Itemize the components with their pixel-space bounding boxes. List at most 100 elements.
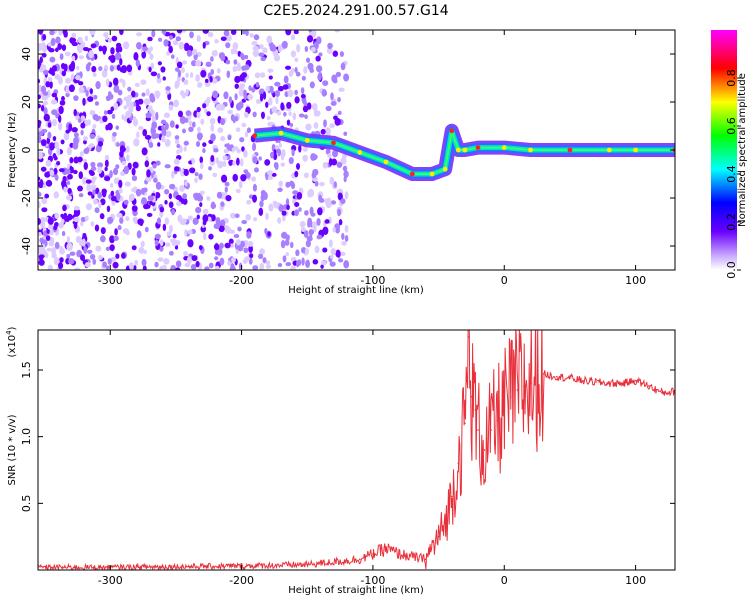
noise-speck [343, 73, 350, 82]
noise-speck [154, 261, 159, 268]
noise-speck [85, 63, 91, 72]
noise-speck [179, 184, 185, 192]
noise-speck [121, 252, 126, 259]
noise-speck [266, 115, 271, 121]
noise-speck [315, 65, 323, 73]
noise-speck [59, 100, 66, 106]
noise-speck [117, 89, 123, 96]
noise-speck [209, 117, 216, 125]
colorbar-tick-label: 0.2 [725, 213, 738, 231]
noise-speck [147, 105, 153, 112]
noise-speck [332, 78, 338, 84]
noise-speck [46, 89, 51, 98]
noise-speck [265, 212, 269, 220]
snr-point [569, 377, 571, 379]
noise-speck [121, 160, 127, 166]
noise-speck [162, 76, 166, 81]
noise-speck [131, 175, 138, 182]
noise-speck [316, 234, 323, 240]
noise-speck [56, 147, 61, 156]
noise-speck [207, 31, 214, 38]
noise-speck [265, 264, 272, 269]
noise-speck [210, 68, 215, 75]
noise-speck [77, 36, 83, 44]
noise-speck [141, 92, 146, 97]
noise-speck [219, 242, 224, 249]
noise-speck [280, 162, 286, 167]
noise-speck [154, 239, 159, 246]
noise-speck [95, 245, 102, 252]
noise-speck [303, 66, 308, 74]
noise-speck [294, 89, 298, 96]
noise-speck [339, 51, 344, 57]
noise-speck [89, 133, 96, 140]
noise-speck [177, 69, 182, 78]
noise-speck [215, 216, 221, 225]
noise-speck [230, 48, 235, 55]
noise-speck [38, 259, 45, 266]
noise-speck [238, 88, 245, 97]
noise-speck [140, 79, 147, 85]
noise-speck [122, 41, 130, 50]
snr-point [424, 558, 427, 561]
noise-speck [252, 183, 257, 192]
noise-speck [281, 210, 287, 216]
noise-speck [216, 68, 221, 74]
noise-speck [237, 101, 244, 109]
snr-point [411, 555, 414, 558]
noise-speck [54, 141, 59, 150]
noise-speck [173, 99, 179, 108]
noise-speck [300, 227, 306, 233]
noise-speck [61, 230, 66, 237]
noise-speck [159, 245, 164, 252]
noise-speck [163, 112, 170, 119]
noise-speck [218, 52, 226, 60]
snr-ticks: -300 -200 -100 0 100 0.5 1.0 1.5 [20, 330, 675, 587]
noise-speck [89, 30, 96, 35]
noise-speck [119, 216, 124, 224]
noise-speck [196, 110, 201, 119]
noise-speck [38, 120, 41, 129]
noise-speck [93, 198, 98, 205]
noise-speck [90, 161, 96, 168]
noise-speck [110, 56, 116, 63]
noise-speck [180, 219, 186, 226]
noise-speck [102, 115, 108, 123]
noise-speck [60, 139, 65, 145]
noise-speck [111, 200, 116, 206]
noise-speck [71, 127, 78, 133]
noise-speck [277, 217, 282, 224]
noise-speck [45, 81, 51, 88]
noise-speck [341, 240, 347, 246]
noise-speck [271, 106, 278, 114]
noise-speck [169, 224, 173, 233]
noise-speck [63, 132, 70, 141]
noise-speck [80, 129, 84, 136]
noise-speck [98, 66, 103, 72]
noise-speck [268, 203, 274, 212]
snr-point [467, 335, 470, 338]
noise-speck [235, 157, 240, 166]
noise-speck [298, 207, 302, 212]
noise-speck [159, 265, 164, 270]
noise-speck [245, 30, 249, 36]
snr-point [582, 379, 584, 382]
noise-speck [251, 176, 256, 182]
noise-speck [47, 77, 53, 83]
noise-speck [252, 49, 259, 58]
noise-speck [62, 30, 68, 36]
noise-speck [126, 64, 133, 73]
noise-speck [338, 219, 343, 226]
noise-speck [214, 249, 219, 255]
snr-point [450, 495, 453, 498]
noise-speck [46, 247, 52, 252]
noise-speck [220, 219, 226, 228]
noise-speck [115, 125, 120, 130]
noise-speck [87, 191, 93, 196]
noise-speck [195, 60, 202, 67]
noise-speck [42, 69, 49, 75]
noise-speck [87, 249, 93, 254]
signal-point [409, 171, 415, 177]
noise-speck [244, 64, 250, 71]
noise-speck [290, 50, 297, 58]
